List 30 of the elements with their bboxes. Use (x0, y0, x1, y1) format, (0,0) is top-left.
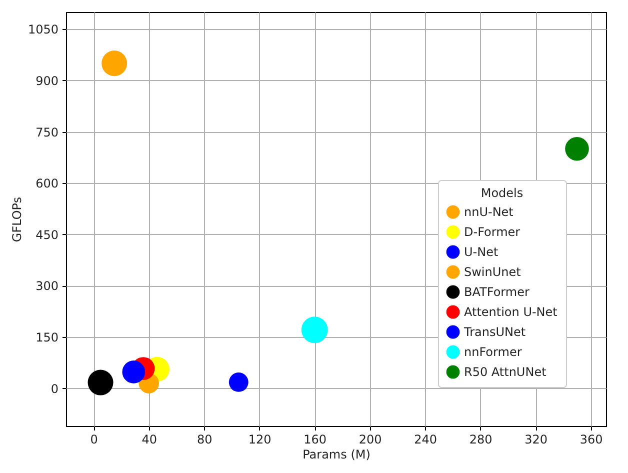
y-tick-label: 300 (36, 279, 58, 294)
x-tick-label: 120 (248, 432, 272, 446)
x-tick-label: 80 (196, 432, 212, 446)
x-tick-label: 320 (524, 432, 548, 446)
legend-label: BATFormer (464, 285, 530, 299)
y-tick-label: 0 (50, 382, 58, 396)
y-tick-label: 150 (36, 330, 58, 345)
y-tick-label: 1050 (28, 22, 58, 37)
x-tick-label: 0 (90, 432, 98, 446)
legend-label: nnU-Net (464, 205, 514, 219)
legend-label: SwinUnet (464, 265, 522, 279)
legend-label: U-Net (464, 245, 498, 259)
y-tick-label: 900 (36, 74, 58, 88)
y-axis-title: GFLOPs (10, 196, 24, 242)
x-tick-label: 240 (414, 432, 438, 446)
x-tick-label: 360 (580, 432, 603, 446)
y-tick-label: 600 (36, 176, 58, 191)
x-tick-label: 280 (469, 432, 492, 446)
legend-label: nnFormer (464, 345, 522, 359)
legend-label: D-Former (464, 225, 520, 239)
x-tick-label: 200 (358, 432, 382, 446)
legend-title: Models (480, 186, 524, 200)
x-tick-label: 160 (304, 432, 327, 446)
x-axis-title: Params (M) (302, 448, 370, 462)
y-tick-label: 750 (36, 125, 58, 140)
legend-label: Attention U-Net (464, 305, 558, 319)
legend-label: R50 AttnUNet (464, 365, 547, 379)
x-tick-label: 40 (142, 432, 158, 446)
y-tick-label: 450 (36, 228, 58, 242)
legend-label: TransUNet (463, 325, 526, 339)
